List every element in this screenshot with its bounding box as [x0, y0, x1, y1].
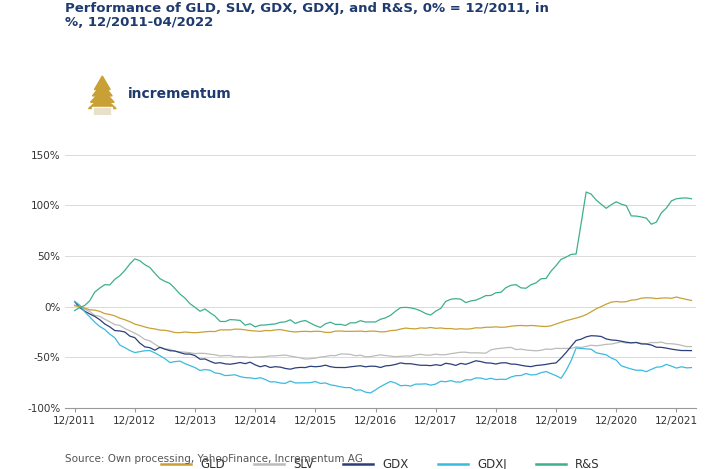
Bar — [93, 107, 112, 115]
Bar — [95, 108, 111, 114]
Polygon shape — [88, 96, 116, 109]
Bar — [100, 106, 105, 115]
Polygon shape — [93, 83, 112, 96]
Text: incrementum: incrementum — [128, 87, 231, 101]
Polygon shape — [95, 76, 111, 90]
Text: Performance of GLD, SLV, GDX, GDXJ, and R&S, 0% = 12/2011, in: Performance of GLD, SLV, GDX, GDXJ, and … — [65, 2, 549, 15]
Polygon shape — [90, 90, 114, 102]
Text: Source: Own processing, YahooFinance, Incrementum AG: Source: Own processing, YahooFinance, In… — [65, 454, 363, 464]
Legend: GLD, SLV, GDX, GDXJ, R&S: GLD, SLV, GDX, GDXJ, R&S — [157, 453, 605, 469]
Text: %, 12/2011-04/2022: %, 12/2011-04/2022 — [65, 16, 213, 30]
